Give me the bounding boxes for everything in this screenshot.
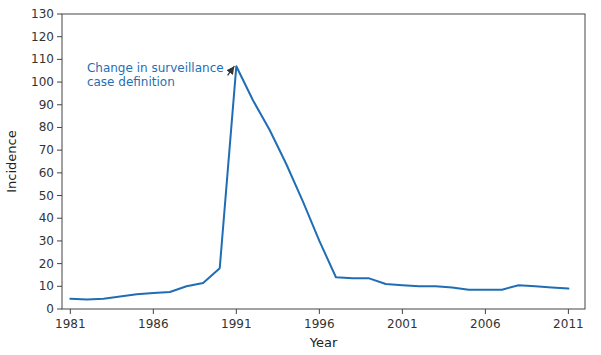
y-tick [57, 263, 62, 264]
y-tick-label: 100 [31, 75, 54, 89]
y-tick-label: 0 [46, 302, 54, 316]
y-tick-label: 60 [39, 166, 54, 180]
x-tick-label: 2006 [470, 317, 501, 331]
chart: 1981 1986 1991 1996 2001 2006 2011 0 10 20 30 40 50 6… [0, 0, 601, 355]
y-tick [57, 240, 62, 241]
x-tick [568, 309, 569, 314]
x-tick-label: 1986 [138, 317, 169, 331]
y-tick [57, 36, 62, 37]
y-tick-label: 80 [39, 120, 54, 134]
x-tick-label: 2001 [387, 317, 418, 331]
annotation-arrow [228, 66, 235, 75]
annotation-text: Change in surveillancecase definition [87, 61, 224, 89]
y-tick-label: 30 [39, 234, 54, 248]
y-tick [57, 104, 62, 105]
x-axis-label: Year [309, 335, 338, 350]
x-tick-label: 2011 [553, 317, 584, 331]
y-tick-label: 40 [39, 211, 54, 225]
y-tick [57, 14, 62, 15]
x-tick [70, 309, 71, 314]
x-tick [485, 309, 486, 314]
annotation-line: Change in surveillance [87, 61, 224, 75]
y-tick-label: 130 [31, 7, 54, 21]
y-tick-label: 90 [39, 98, 54, 112]
y-tick-label: 110 [31, 52, 54, 66]
x-tick-label: 1981 [55, 317, 86, 331]
x-tick [319, 309, 320, 314]
y-axis-label: Incidence [4, 130, 19, 192]
y-tick-label: 20 [39, 257, 54, 271]
y-tick [57, 286, 62, 287]
x-tick-label: 1996 [304, 317, 335, 331]
y-tick-label: 50 [39, 189, 54, 203]
y-tick [57, 150, 62, 151]
y-tick [57, 172, 62, 173]
y-tick [57, 127, 62, 128]
annotation: Change in surveillancecase definition [87, 61, 234, 89]
y-tick-label: 120 [31, 30, 54, 44]
y-tick [57, 195, 62, 196]
y-tick [57, 218, 62, 219]
y-tick [57, 309, 62, 310]
x-tick [402, 309, 403, 314]
y-tick [57, 82, 62, 83]
y-tick-label: 10 [39, 279, 54, 293]
y-tick [57, 59, 62, 60]
data-line [70, 66, 568, 299]
annotation-line: case definition [87, 75, 175, 89]
plot-frame [62, 14, 585, 309]
plot-area [70, 66, 568, 299]
y-tick-label: 70 [39, 143, 54, 157]
x-tick [236, 309, 237, 314]
x-tick-label: 1991 [221, 317, 252, 331]
x-tick [153, 309, 154, 314]
